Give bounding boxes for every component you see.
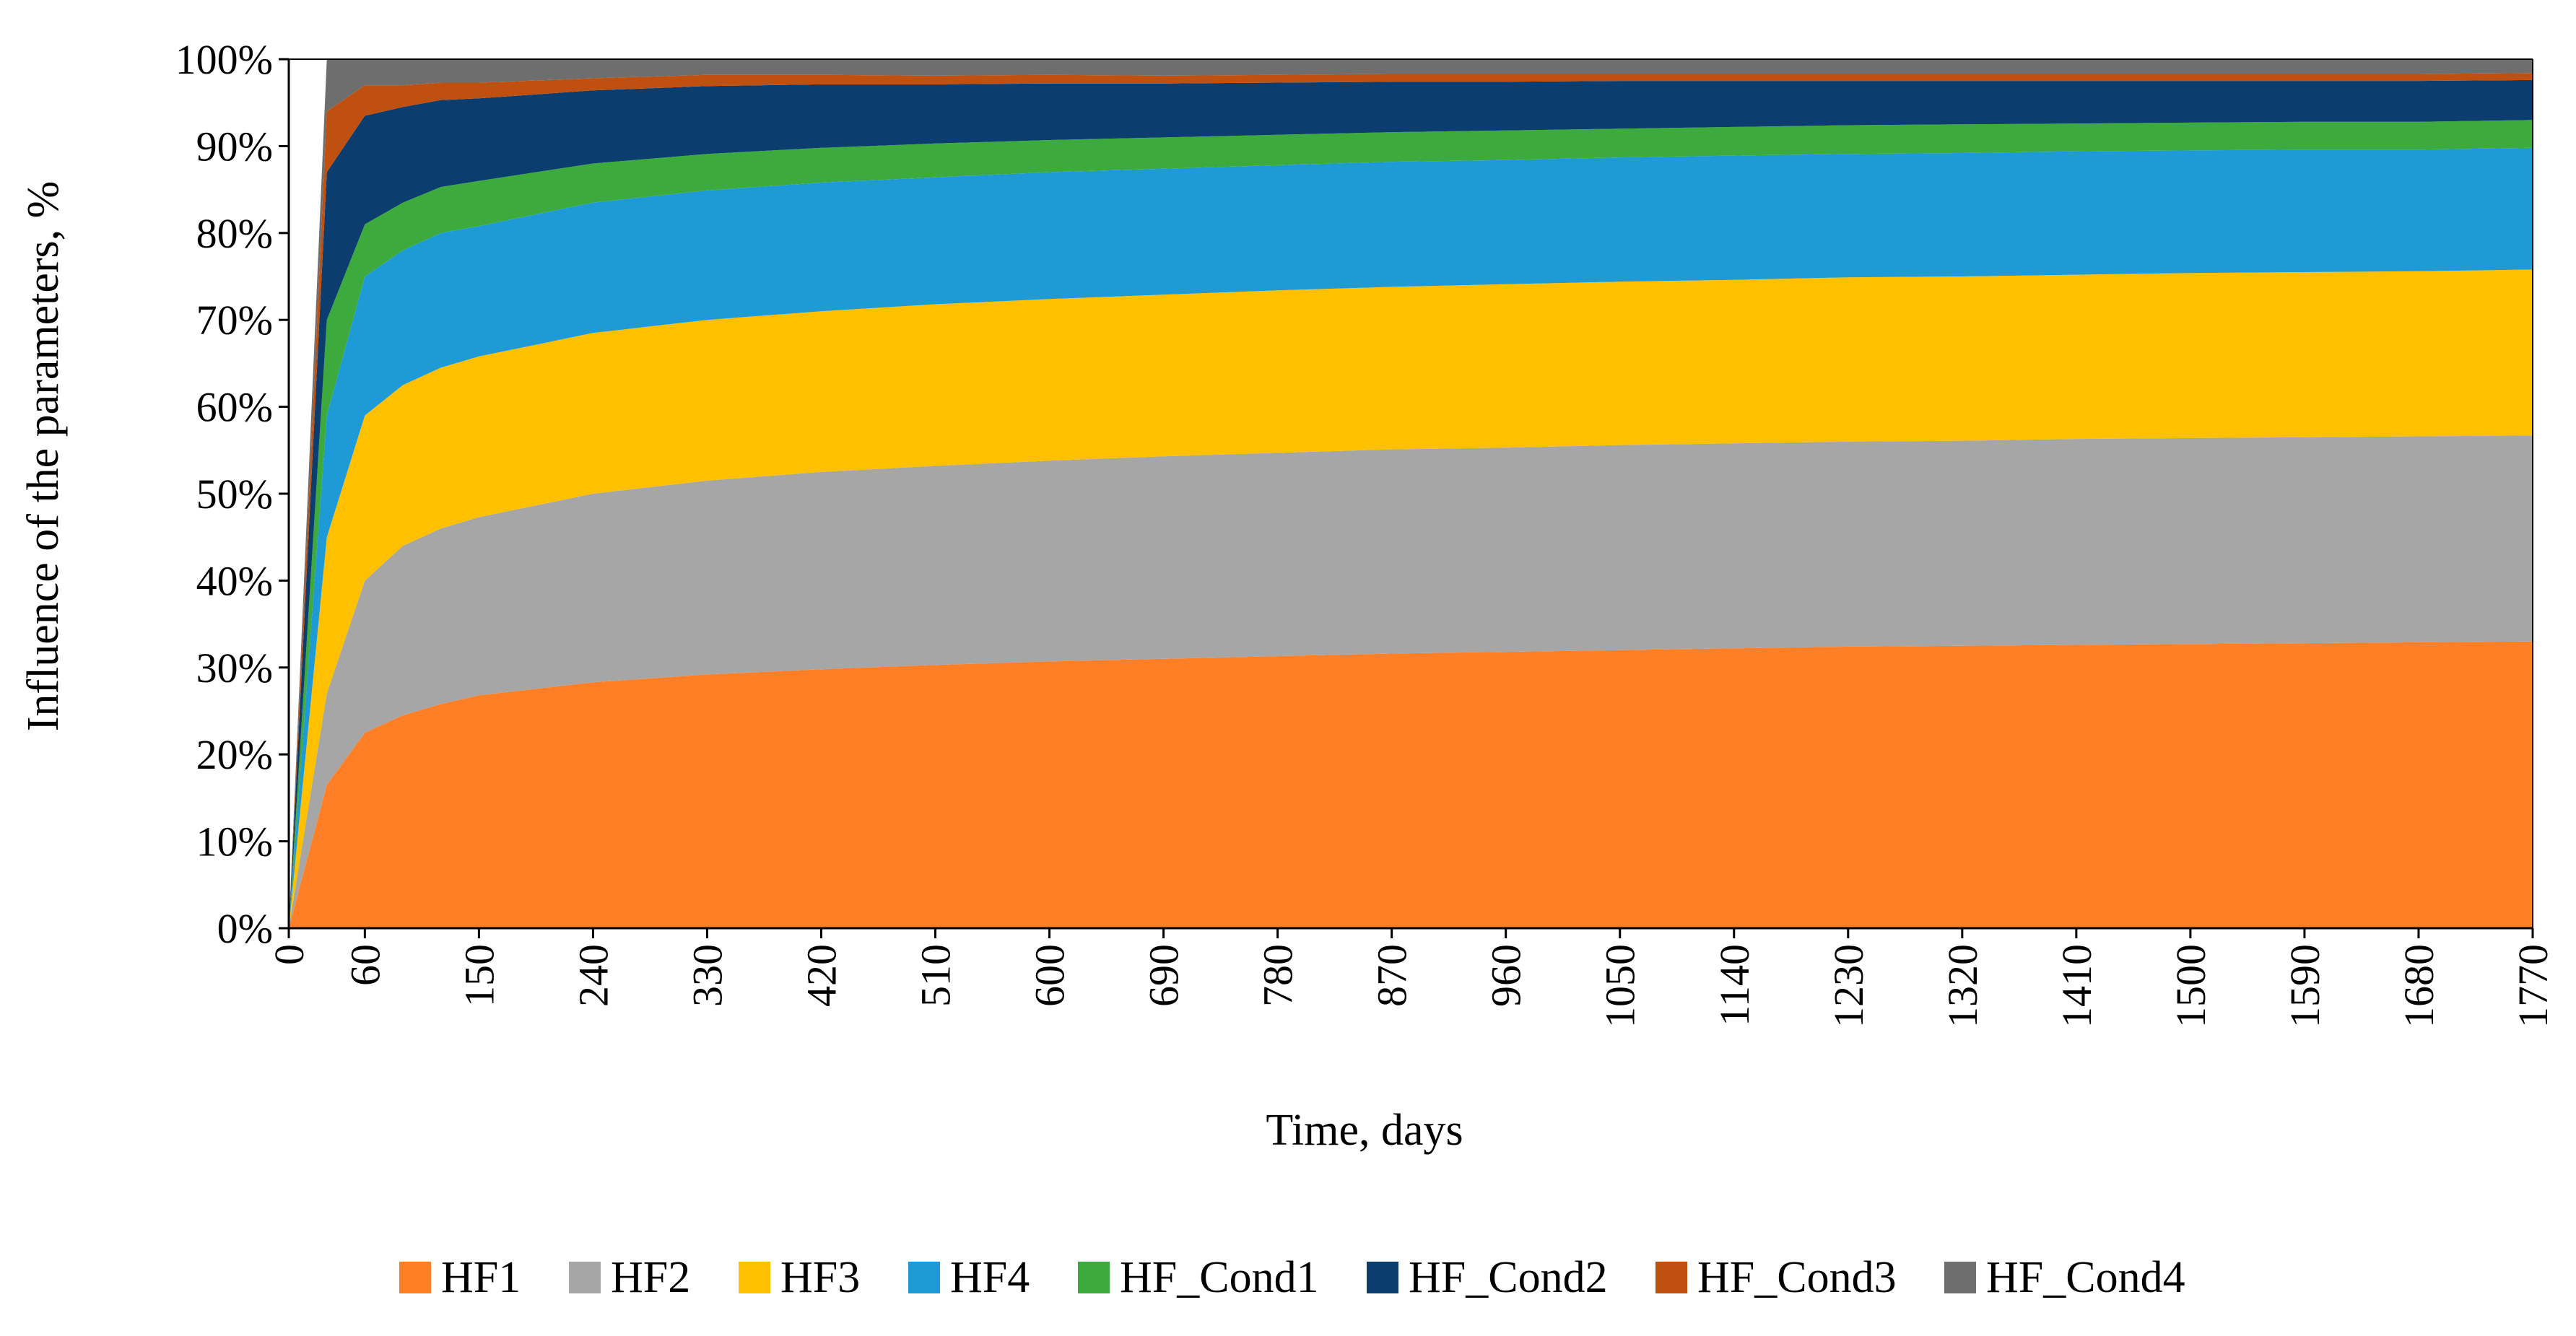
x-tick-label: 1410 [2053, 944, 2100, 1028]
legend-item-hf1: HF1 [399, 1253, 521, 1302]
area-hf4 [289, 147, 2533, 928]
y-tick-label: 100% [175, 36, 273, 83]
x-tick-label: 1590 [2281, 944, 2328, 1028]
legend-swatch [739, 1262, 770, 1293]
area-hf-cond1 [289, 120, 2533, 928]
legend: HF1 HF2 HF3 HF4 HF_Cond1 HF_Cond2 HF_Cond3 HF_C… [399, 1253, 2185, 1302]
legend-item-hf4: HF4 [908, 1253, 1030, 1302]
area-hf3 [289, 269, 2533, 928]
x-tick-label: 510 [913, 944, 960, 1007]
area-hf-cond2 [289, 79, 2533, 928]
legend-label: HF_Cond1 [1120, 1253, 1319, 1302]
legend-item-hf2: HF2 [569, 1253, 690, 1302]
x-tick-label: 1050 [1597, 944, 1644, 1028]
x-tick-label: 600 [1027, 944, 1074, 1007]
legend-item-hf-cond4: HF_Cond4 [1944, 1253, 2185, 1302]
y-tick-label: 40% [196, 557, 273, 604]
axes-layer [279, 58, 2534, 938]
x-tick-label: 1500 [2167, 944, 2214, 1028]
legend-label: HF3 [780, 1253, 860, 1302]
x-tick-label: 690 [1141, 944, 1188, 1007]
x-tick-label: 150 [456, 944, 502, 1007]
x-tick-label: 1230 [1825, 944, 1872, 1028]
x-tick-label: 330 [684, 944, 731, 1007]
x-tick-label: 60 [341, 944, 388, 986]
x-tick-label: 240 [570, 944, 617, 1007]
y-tick-label: 0% [217, 905, 273, 952]
legend-swatch [569, 1262, 601, 1293]
legend-item-hf-cond2: HF_Cond2 [1367, 1253, 1608, 1302]
legend-swatch [1367, 1262, 1398, 1293]
legend-label: HF_Cond2 [1409, 1253, 1608, 1302]
x-tick-label: 420 [798, 944, 845, 1007]
x-tick-label: 0 [266, 944, 313, 965]
y-tick-label: 20% [196, 731, 273, 778]
x-tick-label: 1320 [1939, 944, 1986, 1028]
legend-swatch [908, 1262, 940, 1293]
y-tick-label: 90% [196, 123, 273, 170]
legend-item-hf-cond1: HF_Cond1 [1078, 1253, 1319, 1302]
area-hf1 [289, 641, 2533, 928]
x-tick-labels: 0 60 150 240 330 420 510 600 690 780 870 960 1050 114… [266, 944, 2557, 1028]
y-tick-label: 60% [196, 384, 273, 431]
legend-label: HF4 [950, 1253, 1030, 1302]
legend-swatch [1655, 1262, 1687, 1293]
x-tick-label: 1140 [1711, 944, 1758, 1026]
areas-layer [289, 59, 2533, 928]
y-tick-label: 70% [196, 297, 273, 344]
y-tick-label: 10% [196, 818, 273, 865]
y-tick-label: 30% [196, 645, 273, 691]
legend-label: HF1 [441, 1253, 521, 1302]
legend-swatch [1078, 1262, 1110, 1293]
legend-swatch [1944, 1262, 1976, 1293]
y-axis-title: Influence of the parameters, % [19, 181, 68, 732]
y-tick-labels: 0% 10% 20% 30% 40% 50% 60% 70% 80% 90% 100% [175, 36, 273, 952]
y-tick-label: 80% [196, 210, 273, 257]
x-tick-label: 780 [1255, 944, 1302, 1007]
x-axis-title: Time, days [1266, 1106, 1463, 1155]
legend-label: HF_Cond4 [1986, 1253, 2185, 1302]
x-tick-label: 870 [1369, 944, 1416, 1007]
legend-swatch [399, 1262, 431, 1293]
y-tick-label: 50% [196, 471, 273, 518]
x-tick-label: 1770 [2510, 944, 2557, 1028]
legend-item-hf3: HF3 [739, 1253, 860, 1302]
area-hf2 [289, 435, 2533, 928]
legend-label: HF_Cond3 [1697, 1253, 1897, 1302]
legend-item-hf-cond3: HF_Cond3 [1655, 1253, 1897, 1302]
x-tick-label: 960 [1483, 944, 1530, 1007]
x-tick-label: 1680 [2396, 944, 2442, 1028]
legend-label: HF2 [611, 1253, 690, 1302]
